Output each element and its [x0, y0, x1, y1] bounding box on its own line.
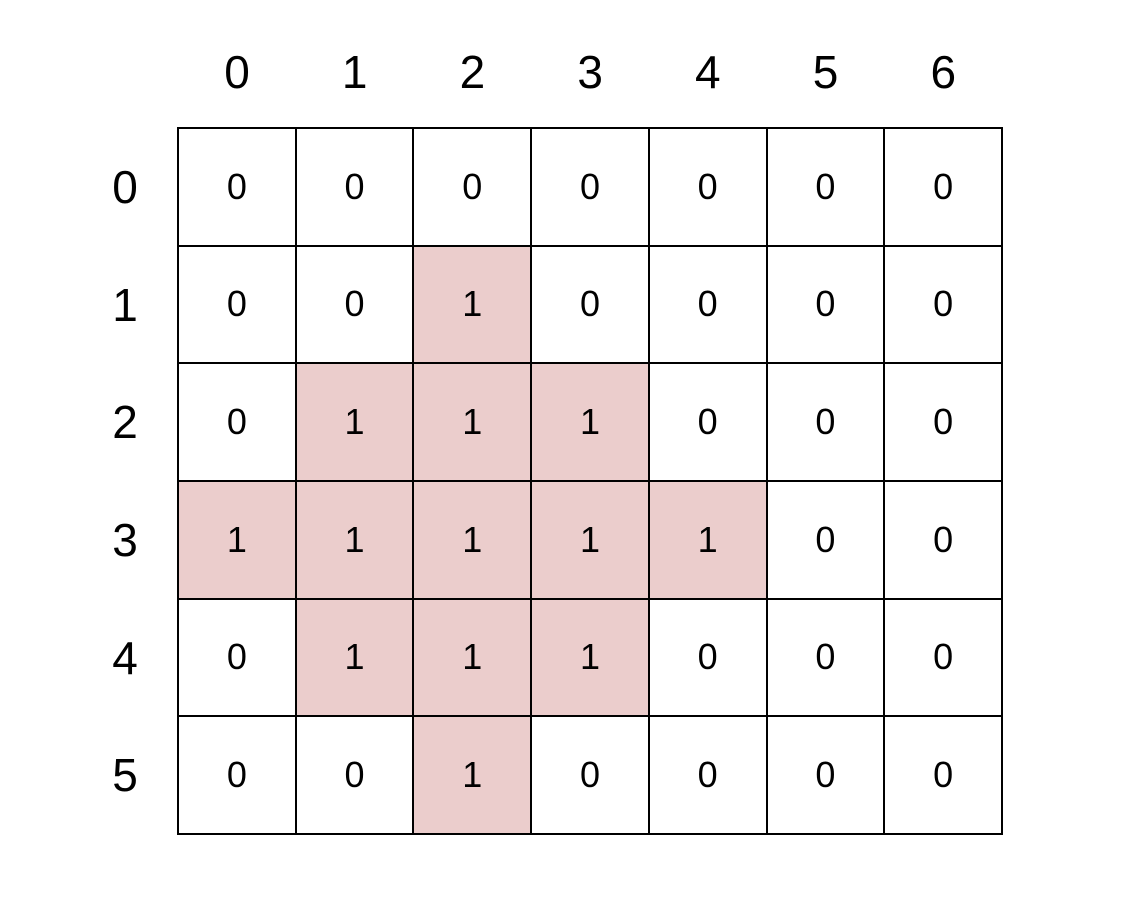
grid-cell: 0 — [530, 244, 650, 365]
grid-cell: 0 — [883, 244, 1003, 365]
grid-cell-highlighted: 1 — [177, 480, 297, 600]
grid-cell-highlighted: 1 — [412, 244, 533, 365]
column-label: 1 — [341, 46, 368, 98]
grid-cell: 0 — [177, 362, 297, 482]
row-label: 5 — [112, 749, 138, 802]
grid-cell: 0 — [294, 244, 415, 365]
grid-cell-highlighted: 1 — [412, 715, 533, 835]
grid-cell-highlighted: 1 — [412, 480, 533, 600]
grid-cell: 0 — [177, 597, 297, 718]
grid-cell-highlighted: 1 — [530, 597, 650, 718]
grid-cell-highlighted: 1 — [294, 480, 415, 600]
grid-cell: 0 — [177, 244, 297, 365]
grid-cell: 0 — [177, 127, 297, 247]
row-label: 3 — [112, 513, 138, 566]
grid-cell: 0 — [294, 127, 415, 247]
grid-cell: 0 — [765, 715, 886, 835]
grid-cell: 0 — [765, 362, 886, 482]
grid-cell: 0 — [412, 127, 533, 247]
grid-cell: 0 — [530, 715, 650, 835]
grid-cell-highlighted: 1 — [530, 362, 650, 482]
grid-cell-highlighted: 1 — [294, 362, 415, 482]
grid-cell: 0 — [530, 127, 650, 247]
row-label: 2 — [112, 396, 138, 449]
grid-cell: 0 — [765, 597, 886, 718]
grid-cell-highlighted: 1 — [530, 480, 650, 600]
grid-cell: 0 — [883, 362, 1003, 482]
column-label: 4 — [695, 46, 721, 98]
grid-cell: 0 — [883, 597, 1003, 718]
grid-cell: 0 — [177, 715, 297, 835]
grid-cell: 0 — [765, 480, 886, 600]
grid-cell: 0 — [647, 244, 768, 365]
grid-cell: 0 — [294, 715, 415, 835]
column-label: 0 — [224, 46, 250, 98]
grid-cell: 0 — [647, 362, 768, 482]
grid-cell: 0 — [765, 244, 886, 365]
grid-cell-highlighted: 1 — [294, 597, 415, 718]
grid-cell-highlighted: 1 — [412, 362, 533, 482]
grid-cell: 0 — [883, 127, 1003, 247]
grid-cell: 0 — [647, 127, 768, 247]
grid-cell-highlighted: 1 — [647, 480, 768, 600]
grid-cell: 0 — [647, 715, 768, 835]
row-label: 0 — [112, 160, 138, 213]
grid-cell: 0 — [883, 715, 1003, 835]
column-label: 5 — [812, 46, 839, 98]
grid-cell: 0 — [883, 480, 1003, 600]
grid-cell-highlighted: 1 — [412, 597, 533, 718]
column-label: 2 — [459, 46, 486, 98]
row-label: 4 — [112, 631, 138, 684]
column-label: 6 — [930, 46, 957, 98]
column-label: 3 — [577, 46, 603, 98]
grid-cell: 0 — [765, 127, 886, 247]
grid-cell: 0 — [647, 597, 768, 718]
row-label: 1 — [112, 278, 138, 331]
